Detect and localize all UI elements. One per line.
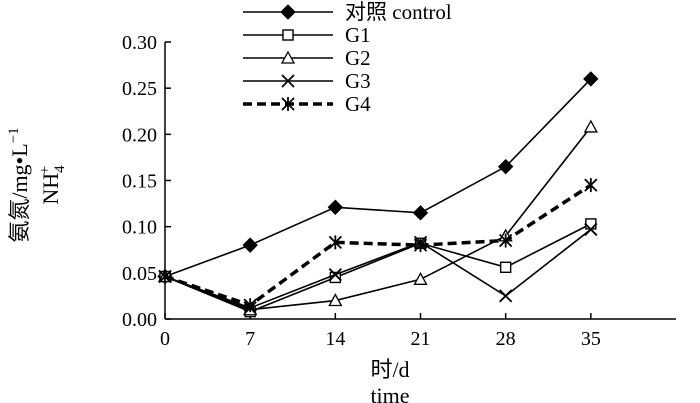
series-0 (157, 71, 599, 285)
y-tick-label: 0.00 (122, 309, 157, 331)
y-tick-label: 0.15 (122, 171, 157, 193)
series-2 (157, 119, 598, 316)
y-axis-label-main: 氨氮/mg•L (7, 143, 32, 242)
legend-entry: G3 (243, 69, 371, 93)
legend-entry: 对照 control (243, 0, 452, 24)
x-axis-label-en: time (370, 383, 409, 403)
data-point (585, 218, 597, 230)
x-tick-label: 35 (581, 328, 601, 350)
x-tick-label: 21 (411, 328, 431, 350)
data-point (242, 237, 258, 253)
y-tick-label: 0.05 (122, 263, 157, 285)
series-line (164, 126, 592, 311)
y-axis-sublabel-sub: 4 (52, 165, 68, 173)
data-point (413, 238, 428, 253)
x-tick-label: 0 (160, 328, 170, 350)
legend-label: G1 (345, 23, 371, 47)
x-tick-label: 14 (325, 328, 345, 350)
data-point (583, 119, 598, 133)
legend-label: G4 (345, 92, 371, 116)
legend-entry: G2 (243, 46, 371, 70)
data-point (583, 71, 599, 87)
y-tick-label: 0.20 (122, 124, 157, 146)
legend-label: G3 (345, 69, 371, 93)
x-tick-label: 7 (245, 328, 255, 350)
data-point (328, 268, 342, 282)
y-tick-label: 0.10 (122, 217, 157, 239)
series-layer (157, 71, 599, 318)
series-line (164, 223, 592, 313)
legend-marker (280, 50, 296, 64)
y-axis-sublabel-main: NH (38, 173, 63, 205)
data-point (412, 205, 429, 221)
data-point (327, 199, 344, 215)
data-point (328, 293, 343, 307)
y-axis-sublabel: NH4+ (37, 165, 68, 205)
data-point (499, 233, 513, 248)
y-axis-label: 氨氮/mg•L−1 (6, 127, 32, 242)
data-point (243, 298, 257, 313)
data-point (499, 261, 512, 273)
y-axis-sublabel-sup: + (37, 166, 53, 174)
legend-entry: G1 (243, 23, 371, 47)
legend-label: G2 (345, 46, 371, 70)
x-tick-label: 28 (496, 328, 516, 350)
legend-marker (280, 4, 296, 20)
legend-label: 对照 control (345, 0, 452, 24)
legend-entry: G4 (243, 92, 371, 116)
data-point (328, 235, 342, 250)
y-axis-label-group: 氨氮/mg•L−1 (6, 127, 32, 242)
data-point (497, 158, 514, 175)
data-point (413, 271, 428, 285)
series-line (164, 183, 592, 308)
series-line (164, 78, 592, 278)
data-point (499, 289, 513, 303)
data-point (584, 222, 598, 237)
y-tick-label: 0.30 (122, 32, 157, 54)
y-tick-label: 0.25 (122, 78, 157, 100)
data-point (584, 178, 598, 193)
x-axis-label: 时/d (370, 357, 409, 382)
y-axis-label-sup: −1 (6, 127, 22, 143)
series-4 (158, 178, 598, 313)
legend-marker (281, 74, 295, 88)
legend-marker (281, 97, 295, 111)
legend-marker (282, 29, 294, 41)
y-axis-sublabel-group: NH4+ (37, 165, 68, 205)
series-line (164, 228, 592, 309)
data-point (158, 269, 172, 284)
series-1 (159, 218, 597, 318)
